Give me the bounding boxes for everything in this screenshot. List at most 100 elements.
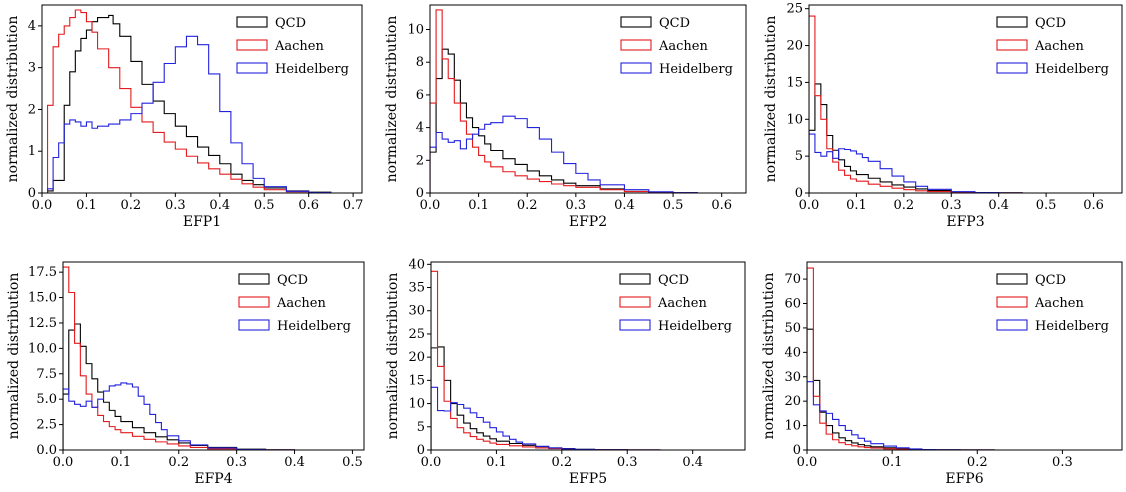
y-tick-label: 10 (784, 419, 801, 434)
x-axis-label: EFP5 (569, 471, 607, 487)
x-tick-label: 0.1 (846, 198, 867, 213)
x-tick-label: 0.6 (1083, 198, 1104, 213)
chart-panel: 0.0 0.1 0.2 0.3 0.4 0.5 0.6 0 2 4 6 8 10 EFP2 normaliz… (384, 4, 747, 230)
y-tick-label: 10 (407, 23, 424, 38)
y-tick-label: 5 (795, 149, 803, 164)
y-tick-label: 8 (416, 55, 424, 70)
legend-swatch (620, 39, 652, 51)
y-tick-label: 0 (416, 186, 424, 201)
y-tick-label: 25 (786, 2, 803, 17)
y-tick-label: 30 (784, 370, 801, 385)
legend-swatch (238, 319, 270, 331)
legend-label: Aachen (276, 296, 326, 311)
x-tick-label: 0.0 (420, 198, 441, 213)
y-tick-label: 2 (416, 153, 424, 168)
legend-label: Heidelberg (1035, 319, 1109, 334)
histogram-series-qcd (807, 328, 1001, 450)
x-tick-label: 0.1 (882, 455, 903, 470)
legend-swatch (996, 296, 1028, 308)
legend-label: QCD (658, 273, 689, 288)
x-tick-label: 0.4 (209, 198, 230, 213)
y-tick-label: 5 (417, 420, 425, 435)
legend-swatch (996, 62, 1028, 74)
x-tick-label: 0.3 (617, 455, 638, 470)
y-tick-label: 70 (784, 272, 801, 287)
chart-panel: 0.0 0.1 0.2 0.3 0 10 20 30 40 50 60 70 EFP6 normalize… (761, 261, 1123, 487)
legend-label: Aachen (1034, 296, 1084, 311)
y-axis-label: normalized distribution (763, 16, 779, 183)
x-tick-label: 0.5 (342, 455, 363, 470)
y-tick-label: 15.0 (28, 291, 57, 306)
x-tick-label: 0.2 (551, 455, 572, 470)
legend-label: Aachen (658, 39, 708, 54)
y-axis-label: normalized distribution (5, 16, 21, 183)
x-axis-label: EFP2 (569, 214, 607, 230)
y-tick-label: 12.5 (28, 316, 57, 331)
x-axis-label: EFP1 (183, 214, 221, 230)
y-axis-label: normalized distribution (384, 16, 400, 183)
x-tick-label: 0.1 (486, 455, 507, 470)
y-tick-label: 0 (417, 443, 425, 458)
y-tick-label: 25 (408, 327, 425, 342)
legend-swatch (619, 319, 651, 331)
x-tick-label: 0.1 (468, 198, 489, 213)
histogram-series-qcd (431, 346, 667, 450)
y-tick-label: 40 (408, 257, 425, 272)
x-tick-label: 0.0 (421, 455, 442, 470)
chart-panel: 0.0 0.1 0.2 0.3 0.4 0.5 0.6 0 5 10 15 20 25 EFP3 norma… (763, 2, 1123, 230)
x-tick-label: 0.5 (254, 198, 275, 213)
legend-swatch (996, 16, 1028, 28)
legend-label: Heidelberg (658, 319, 732, 334)
histogram-series-heidelberg (809, 133, 1029, 193)
y-tick-label: 0 (795, 186, 803, 201)
y-tick-label: 10.0 (28, 341, 57, 356)
histogram-series-aachen (63, 266, 301, 450)
y-tick-label: 10 (786, 112, 803, 127)
chart-panel: 0.0 0.1 0.2 0.3 0.4 0.5 0.0 2.5 5.0 7.5 10.0 12.5 15… (6, 261, 365, 487)
y-tick-label: 2 (28, 102, 36, 117)
histogram-series-heidelberg (42, 35, 337, 193)
x-tick-label: 0.4 (284, 455, 305, 470)
legend-swatch (620, 62, 652, 74)
x-tick-label: 0.6 (711, 198, 732, 213)
y-tick-label: 6 (416, 88, 424, 103)
y-axis-label: normalized distribution (385, 273, 401, 440)
legend-label: QCD (1035, 273, 1066, 288)
legend-label: Aachen (657, 296, 707, 311)
histogram-series-heidelberg (431, 386, 667, 450)
legend-swatch (996, 39, 1028, 51)
x-axis-label: EFP3 (946, 214, 984, 230)
legend-swatch (996, 319, 1028, 331)
legend-label: Aachen (1034, 39, 1084, 54)
x-tick-label: 0.3 (165, 198, 186, 213)
legend-swatch (238, 296, 270, 308)
x-tick-label: 0.3 (226, 455, 247, 470)
x-tick-label: 0.2 (517, 198, 538, 213)
histogram-series-aachen (430, 9, 704, 193)
legend-label: Heidelberg (1035, 62, 1109, 77)
y-tick-label: 1 (28, 144, 36, 159)
histogram-series-aachen (807, 267, 1001, 450)
y-tick-label: 20 (408, 350, 425, 365)
legend-label: QCD (1035, 16, 1066, 31)
histogram-series-aachen (42, 9, 337, 193)
y-tick-label: 5.0 (36, 392, 57, 407)
plot-frame (429, 4, 747, 194)
legend-swatch (236, 62, 268, 74)
legend-swatch (996, 273, 1028, 285)
y-tick-label: 30 (408, 304, 425, 319)
y-tick-label: 40 (784, 345, 801, 360)
x-tick-label: 0.4 (988, 198, 1009, 213)
histogram-series-heidelberg (430, 115, 704, 193)
y-tick-label: 20 (786, 39, 803, 54)
x-tick-label: 0.6 (298, 198, 319, 213)
histogram-series-qcd (42, 14, 337, 193)
y-tick-label: 15 (408, 373, 425, 388)
plot-frame (430, 261, 746, 451)
legend-swatch (236, 39, 268, 51)
y-tick-label: 35 (408, 281, 425, 296)
y-tick-label: 20 (784, 394, 801, 409)
x-tick-label: 0.0 (53, 455, 74, 470)
y-tick-label: 3 (28, 61, 36, 76)
legend-label: QCD (277, 273, 308, 288)
